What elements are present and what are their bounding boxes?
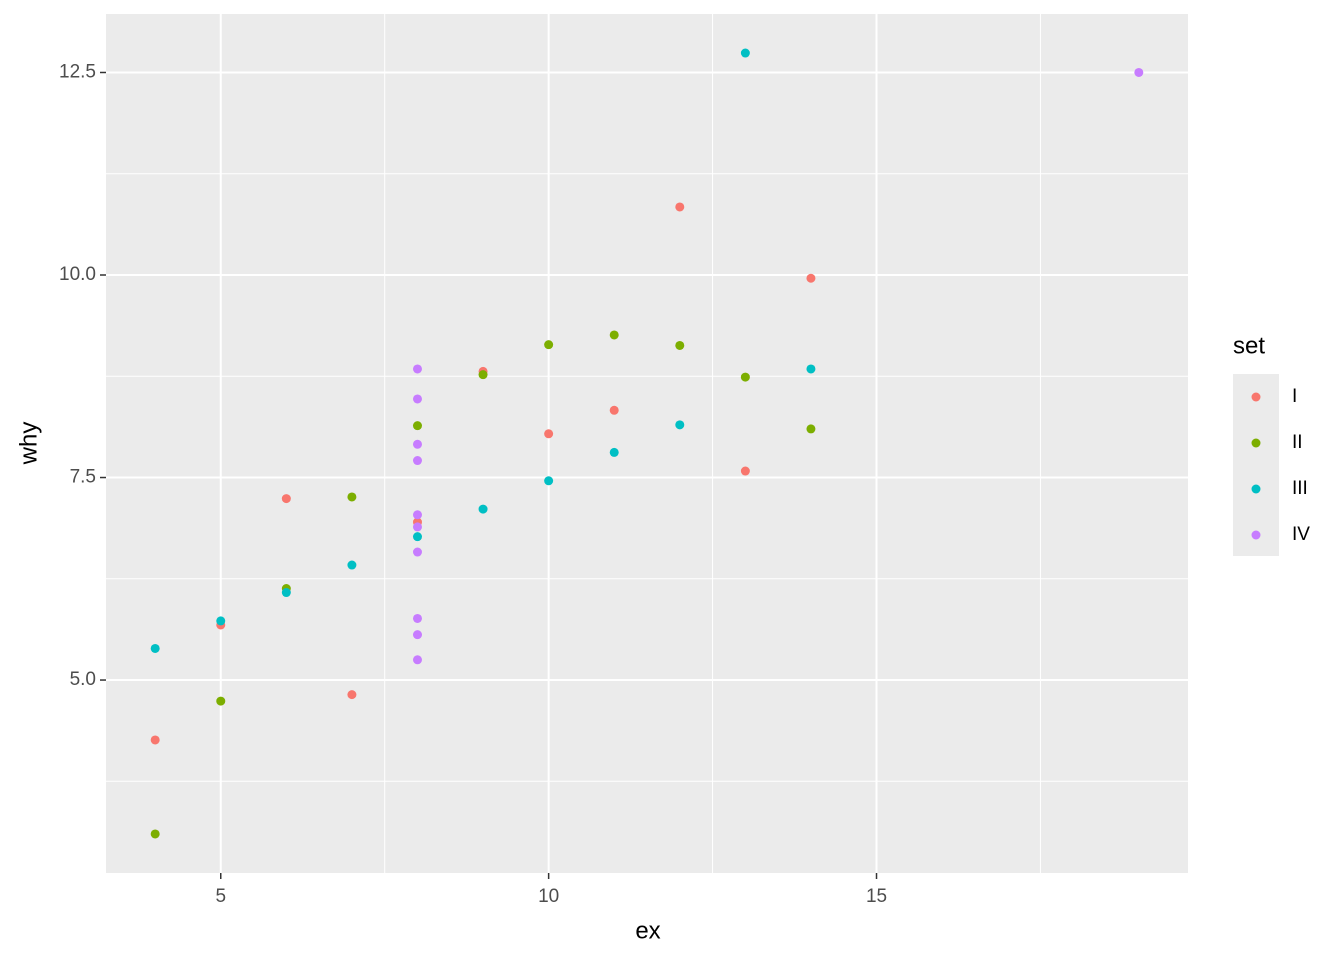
point: [281, 588, 291, 598]
point: [412, 522, 422, 532]
point: [478, 370, 488, 380]
point: [412, 421, 422, 431]
point: [412, 630, 422, 640]
panel: [106, 14, 1188, 873]
point: [412, 547, 422, 557]
legend-label: III: [1292, 478, 1308, 499]
legend-label: II: [1292, 432, 1303, 453]
point: [412, 439, 422, 449]
point: [216, 616, 226, 626]
y-axis-label: why: [15, 422, 42, 466]
point: [412, 510, 422, 520]
point: [347, 560, 357, 570]
x-axis-label: ex: [635, 917, 660, 944]
point: [150, 735, 160, 745]
legend-key: [1251, 438, 1261, 448]
point: [609, 405, 619, 415]
point: [544, 340, 554, 350]
point: [609, 447, 619, 457]
point: [740, 466, 750, 476]
point: [412, 532, 422, 542]
point: [412, 613, 422, 623]
point: [1134, 67, 1144, 77]
point: [412, 394, 422, 404]
legend-label: IV: [1292, 524, 1310, 545]
point: [412, 655, 422, 665]
point: [675, 202, 685, 212]
y-tick-label: 12.5: [59, 62, 96, 83]
point: [347, 492, 357, 502]
point: [412, 456, 422, 466]
point: [740, 372, 750, 382]
point: [216, 696, 226, 706]
legend-keys: [1233, 374, 1279, 556]
legend-label: I: [1292, 386, 1297, 407]
point: [609, 330, 619, 340]
y-tick-label: 5.0: [70, 669, 96, 690]
x-tick-label: 5: [215, 886, 226, 907]
point: [806, 424, 816, 434]
point: [412, 364, 422, 374]
legend-key: [1251, 484, 1261, 494]
point: [675, 340, 685, 350]
point: [675, 420, 685, 430]
point: [478, 504, 488, 514]
point: [806, 273, 816, 283]
point: [544, 476, 554, 486]
y-tick-label: 10.0: [59, 264, 96, 285]
x-tick-label: 15: [866, 886, 887, 907]
point: [150, 829, 160, 839]
point: [544, 429, 554, 439]
legend-title: set: [1233, 332, 1265, 359]
y-tick-label: 7.5: [70, 467, 96, 488]
x-tick-label: 10: [538, 886, 559, 907]
point: [806, 364, 816, 374]
legend-key: [1251, 392, 1261, 402]
point: [281, 494, 291, 504]
legend-key: [1251, 530, 1261, 540]
point: [740, 48, 750, 58]
point: [150, 643, 160, 653]
point: [347, 690, 357, 700]
